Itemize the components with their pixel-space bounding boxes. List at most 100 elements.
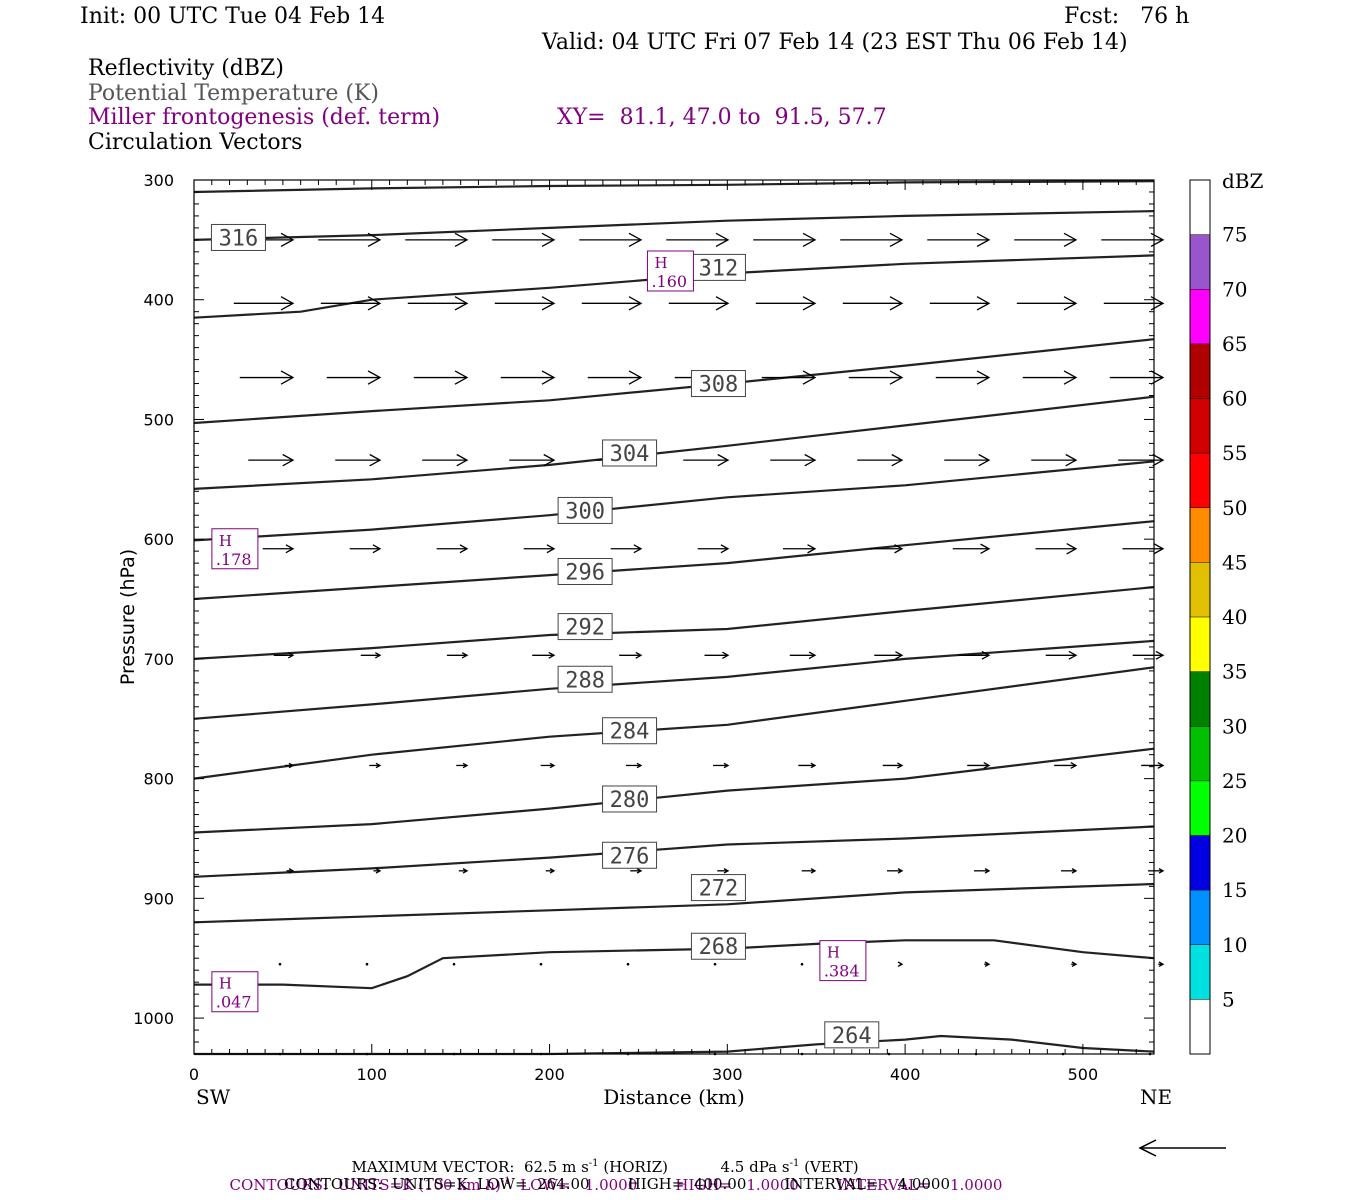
isentrope-line <box>193 747 1155 834</box>
isentrope-label-box <box>210 223 266 251</box>
y-axis: 300 400 500 600 700 800 900 1000 <box>133 171 1154 1055</box>
colorbar-segment <box>1190 289 1210 344</box>
vector-head <box>543 453 556 467</box>
vector-head <box>541 232 556 248</box>
vector-head <box>635 651 643 659</box>
vector-head <box>628 232 643 248</box>
contours-frontogenesis-exp: -1 <box>500 1176 511 1187</box>
vector-head <box>1157 762 1165 769</box>
vector-head <box>288 762 295 769</box>
y-tick-label: 500 <box>143 410 174 429</box>
max-vector-label: MAXIMUM VECTOR: <box>351 1158 515 1176</box>
y-tick-label: 300 <box>143 171 174 190</box>
vector-head <box>1063 370 1078 385</box>
vector-dot <box>365 962 369 966</box>
vector-head <box>1063 232 1078 248</box>
y-tick-label: 700 <box>143 650 174 669</box>
high-marker-box <box>819 940 867 982</box>
colorbar-segment <box>1190 890 1210 945</box>
vector-dot <box>278 962 282 966</box>
vector-head <box>367 232 382 248</box>
colorbar-level-label: 65 <box>1222 332 1247 356</box>
vector-head <box>454 232 469 248</box>
vector-head <box>984 961 991 967</box>
cross-section-xy: XY= 81.1, 47.0 to 91.5, 57.7 <box>557 105 887 130</box>
field-circulation-vectors: Circulation Vectors <box>88 130 303 155</box>
isentrope-line <box>193 180 1155 194</box>
isentrope-line <box>194 1034 1155 1056</box>
vector-head <box>1065 453 1078 467</box>
isentrope-label: 304 <box>610 442 650 467</box>
vector-head <box>981 650 991 660</box>
isentrope-line <box>193 825 1155 878</box>
vector-head <box>288 652 295 659</box>
vector-head <box>897 868 904 874</box>
x-right-end-label: NE <box>1140 1085 1172 1109</box>
vector-head <box>1150 296 1165 311</box>
isentrope-line <box>193 666 1155 780</box>
y-tick-label: 800 <box>143 770 174 789</box>
field-frontogenesis: Miller frontogenesis (def. term) <box>88 105 441 130</box>
vector-head <box>282 453 295 467</box>
colorbar-level-label: 75 <box>1222 223 1247 247</box>
valid-time: Valid: 04 UTC Fri 07 Feb 14 (23 EST Thu … <box>542 30 1128 55</box>
vector-head <box>976 370 991 385</box>
vector-head <box>715 296 730 311</box>
vector-head <box>810 762 817 769</box>
colorbar-level-label: 25 <box>1222 769 1247 793</box>
isentrope-line <box>193 520 1155 601</box>
reflectivity-colorbar: 5 10 15 20 25 30 35 40 45 50 55 60 65 70 75 <box>1189 179 1247 1055</box>
vector-head <box>541 296 556 311</box>
vector-head <box>978 453 991 467</box>
vector-head <box>1070 762 1078 769</box>
vector-head <box>891 453 904 467</box>
isentrope-label-box <box>602 785 658 813</box>
vector-head <box>1158 961 1165 967</box>
x-tick-label: 300 <box>712 1065 743 1084</box>
colorbar-level-label: 15 <box>1222 878 1247 902</box>
y-tick-label: 600 <box>143 530 174 549</box>
high-marker-value: .384 <box>824 962 860 981</box>
x-axis: 0 100 200 300 400 500 <box>189 180 1137 1084</box>
vector-head <box>367 370 382 385</box>
high-marker-value: .047 <box>216 993 252 1012</box>
isentrope-label: 316 <box>219 226 259 251</box>
vector-head <box>549 868 556 874</box>
isentrope-label-box <box>690 932 746 960</box>
vector-head <box>802 296 817 311</box>
isentrope-label: 300 <box>565 499 605 524</box>
vector-head <box>636 762 643 769</box>
vector-dot <box>452 962 456 966</box>
y-axis-label: Pressure (hPa) <box>117 549 139 685</box>
vector-head <box>280 296 295 311</box>
colorbar-segment <box>1190 726 1210 781</box>
isentrope-label-box <box>557 613 613 641</box>
colorbar-segment <box>1190 180 1210 235</box>
isentrope-label: 292 <box>565 616 605 641</box>
vector-dot <box>539 962 543 966</box>
vector-head <box>369 453 382 467</box>
plot-frame <box>193 179 1155 1055</box>
max-vector-vert: 4.5 dPa s <box>720 1158 790 1176</box>
high-marker-label: H <box>654 254 667 272</box>
vector-head <box>1150 370 1165 385</box>
vector-head <box>288 868 295 874</box>
x-tick-label: 200 <box>534 1065 565 1084</box>
isentrope-line <box>193 338 1155 425</box>
vector-head <box>723 868 730 874</box>
circulation-vectors <box>231 232 1165 1056</box>
vector-head <box>810 868 817 874</box>
isentrope-label: 308 <box>699 373 739 398</box>
reference-vector <box>1138 1139 1226 1157</box>
isentrope-line <box>193 639 1155 720</box>
vector-head <box>541 370 556 385</box>
vector-head <box>454 370 469 385</box>
isentrope-label-box <box>602 439 658 467</box>
vector-head <box>1068 650 1078 660</box>
colorbar-level-label: 20 <box>1222 824 1247 848</box>
vector-head <box>462 868 469 874</box>
vector-head <box>461 652 469 659</box>
colorbar-segment <box>1190 234 1210 290</box>
vector-head <box>285 544 295 554</box>
vector-head <box>1155 650 1165 660</box>
